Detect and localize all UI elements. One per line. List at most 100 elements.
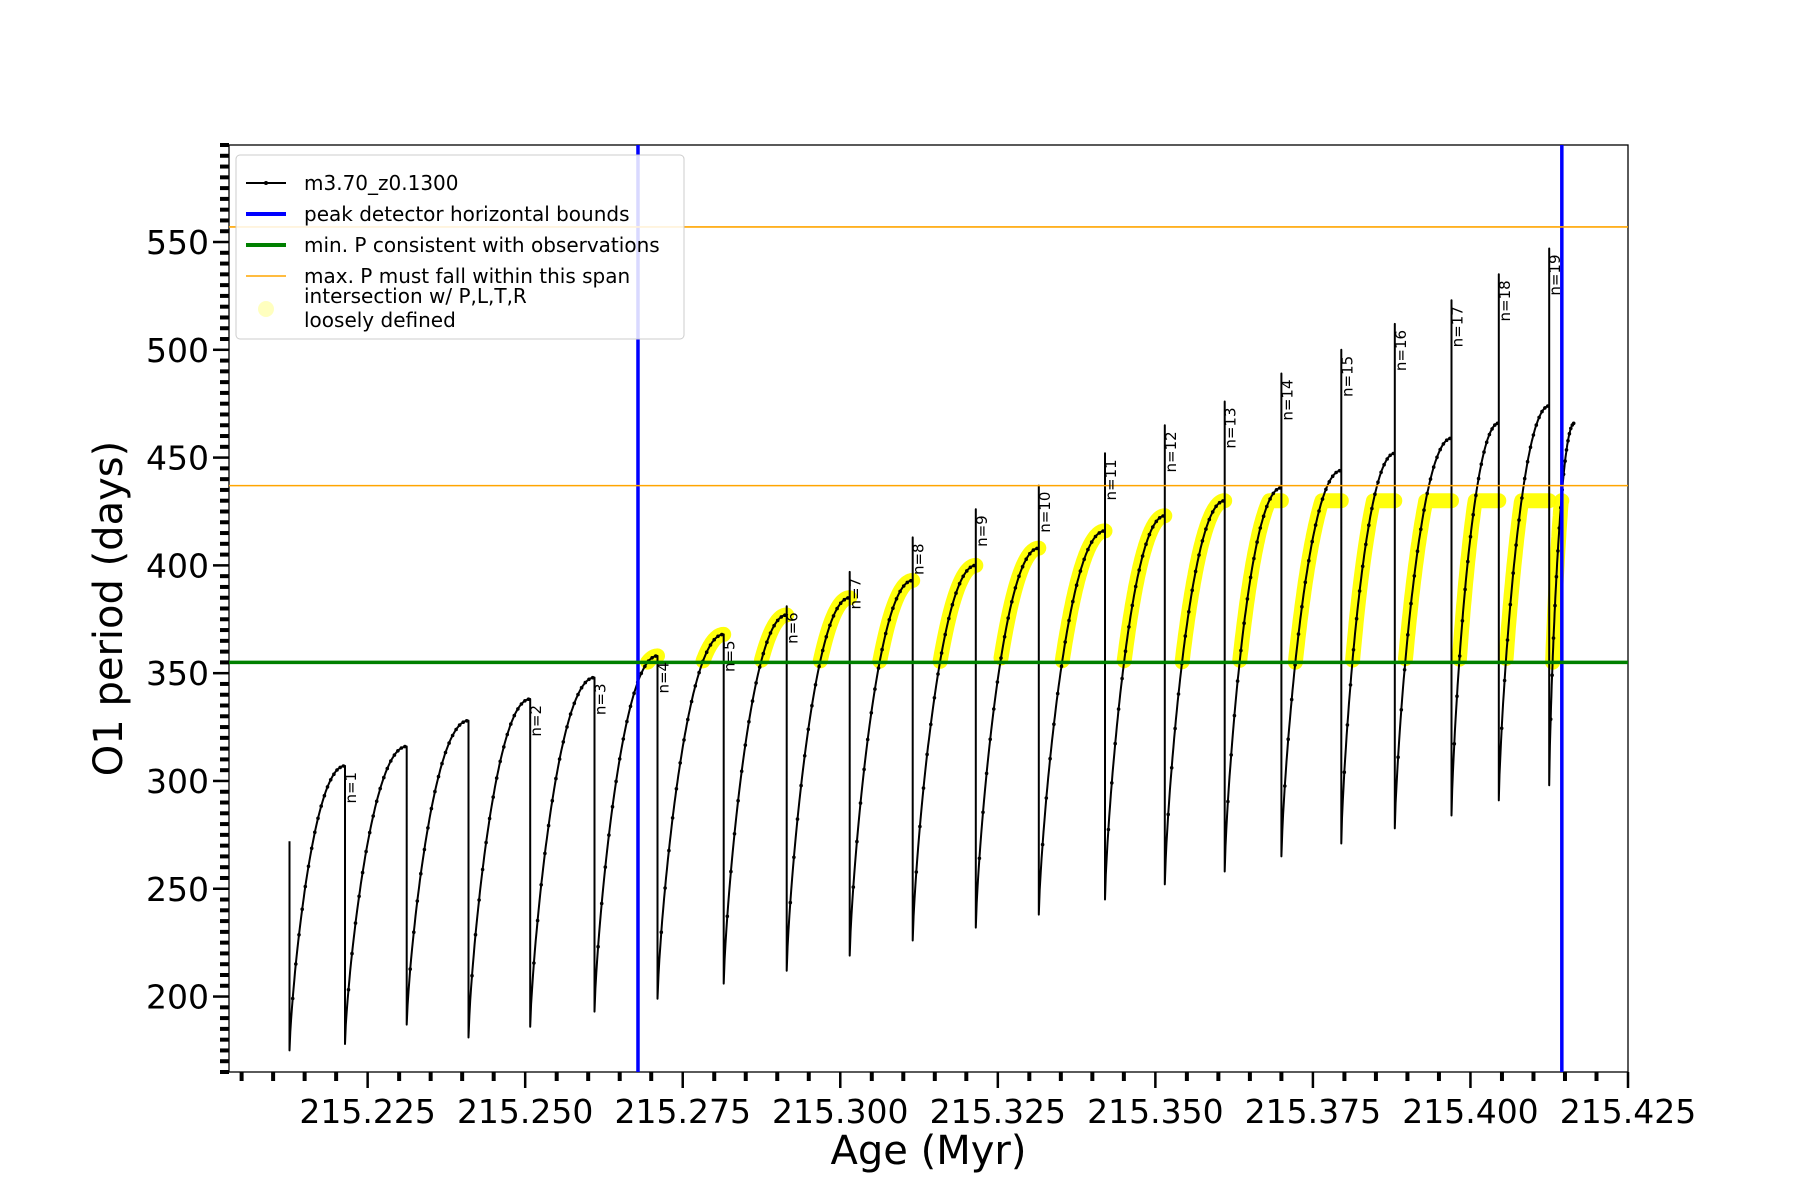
period-series-point — [1086, 547, 1090, 552]
period-series-point — [628, 704, 633, 709]
period-series-point — [1460, 619, 1465, 623]
mode-label-n14: n=14 — [1278, 380, 1296, 421]
period-series-point — [599, 901, 604, 906]
period-series-point — [1563, 459, 1567, 463]
x-tick-label: 215.225 — [299, 1092, 435, 1131]
period-series-point — [1537, 415, 1541, 420]
period-series-point — [1140, 554, 1145, 558]
period-series-point — [396, 749, 400, 753]
period-series-point — [1330, 474, 1335, 479]
period-series-point — [1248, 575, 1253, 580]
period-series-point — [621, 737, 626, 741]
period-series-point — [1551, 636, 1556, 640]
period-series-point — [984, 771, 989, 776]
period-series-point — [1540, 409, 1544, 414]
period-series-point — [587, 677, 591, 682]
period-series-point — [682, 738, 686, 742]
mode-label-n13: n=13 — [1222, 408, 1240, 449]
period-series-point — [1508, 602, 1513, 607]
period-series-point — [1074, 583, 1079, 587]
period-series-point — [799, 783, 803, 788]
period-series-point — [750, 699, 755, 703]
period-series-point — [1546, 404, 1550, 408]
y-tick-label: 400 — [146, 546, 209, 585]
period-series-point — [443, 750, 448, 755]
period-series-point — [561, 740, 566, 744]
period-series-point — [1006, 616, 1010, 620]
period-series-point — [1303, 580, 1308, 585]
x-tick-label: 215.350 — [1087, 1092, 1223, 1131]
period-series-point — [1391, 451, 1396, 456]
legend-label-intersection-2: loosely defined — [304, 308, 456, 332]
x-tick-label: 215.325 — [930, 1092, 1066, 1131]
period-series-point — [498, 759, 503, 764]
period-series-point — [961, 574, 965, 579]
period-series-point — [583, 680, 588, 685]
period-series-point — [1113, 741, 1117, 746]
period-series-point — [858, 801, 863, 805]
period-series-point — [1283, 784, 1287, 788]
period-series-point — [1307, 558, 1311, 563]
period-series-point — [1525, 459, 1530, 464]
period-series-point — [532, 961, 536, 965]
period-series-point — [1351, 648, 1356, 652]
period-series-point — [502, 745, 506, 749]
period-series-point — [579, 685, 584, 690]
legend: m3.70_z0.1300 peak detector horizontal b… — [235, 154, 685, 340]
period-series-point — [936, 672, 940, 676]
period-series-point — [1367, 523, 1371, 527]
period-series-point — [1193, 569, 1198, 574]
mode-label-n3: n=3 — [592, 684, 610, 716]
x-tick-label: 215.400 — [1402, 1092, 1538, 1131]
period-series-point — [1412, 574, 1417, 578]
period-series-point — [743, 743, 748, 747]
period-series-point — [954, 591, 958, 595]
period-series-point — [1422, 508, 1426, 512]
y-tick-label: 300 — [146, 762, 209, 801]
period-series-point — [1425, 491, 1429, 496]
period-series-point — [663, 886, 667, 890]
period-series-point — [779, 615, 784, 619]
period-series-point — [732, 832, 737, 836]
period-series-point — [1110, 781, 1114, 785]
period-series-point — [512, 713, 517, 718]
period-series-point — [689, 699, 694, 704]
period-series-point — [1120, 676, 1124, 681]
period-series-point — [319, 804, 324, 808]
period-series-point — [929, 722, 933, 727]
period-series-point — [399, 746, 404, 750]
period-series-point — [1067, 618, 1071, 623]
period-series-point — [653, 654, 658, 658]
period-series-point — [461, 720, 466, 724]
legend-box — [235, 154, 685, 340]
period-series-point — [968, 565, 973, 570]
period-series-point — [678, 761, 682, 765]
period-series-point — [1274, 488, 1279, 492]
period-series-point — [775, 618, 780, 623]
period-series-point — [408, 967, 413, 971]
period-series-point — [1438, 447, 1442, 452]
period-series-point — [1017, 574, 1021, 578]
period-series-point — [313, 830, 317, 835]
legend-label-min-p: min. P consistent with observations — [304, 233, 660, 257]
period-series-point — [1252, 556, 1256, 561]
period-series-point — [909, 578, 913, 583]
period-series-point — [697, 670, 701, 675]
period-series-point — [765, 640, 769, 644]
period-series-point — [1242, 621, 1246, 625]
period-series-point — [607, 833, 611, 837]
period-series-point — [898, 589, 902, 594]
period-series-point — [429, 806, 434, 811]
period-series-point — [610, 804, 615, 809]
period-series-point — [1144, 542, 1148, 546]
period-series-point — [297, 933, 301, 937]
period-series-point — [1364, 542, 1368, 547]
period-series-point — [1097, 531, 1102, 535]
mode-labels-layer: n=1 n=2 n=3 n=4 n=5 n=6 n=7 n=8 n=9 n=10 n=11 n=12 n… — [342, 255, 1564, 804]
period-series-point — [712, 637, 716, 642]
period-series-point — [772, 623, 776, 628]
mode-label-n2: n=2 — [527, 705, 545, 737]
period-series-point — [1399, 708, 1404, 712]
period-series-point — [412, 930, 416, 934]
period-series-point — [1271, 491, 1276, 496]
